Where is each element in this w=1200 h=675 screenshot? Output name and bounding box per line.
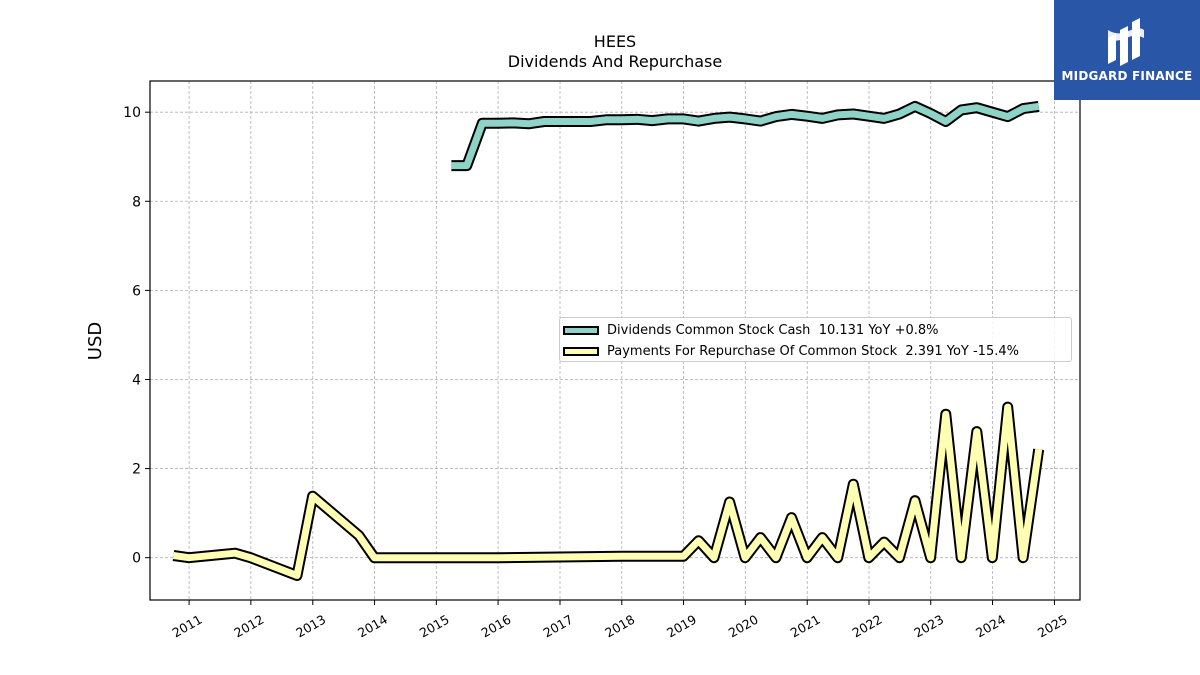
x-tick-label: 2016 — [479, 612, 514, 641]
legend-value-dividends: 10.131 — [818, 322, 865, 338]
legend-yoy-dividends: YoY +0.8% — [868, 322, 939, 338]
x-tick-label: 2021 — [788, 612, 823, 641]
legend-yoy-repurchase: YoY -15.4% — [946, 343, 1019, 359]
series-line — [172, 403, 1043, 579]
x-tick-label: 2024 — [973, 612, 1008, 641]
y-tick-label: 2 — [132, 462, 141, 478]
y-tick-label: 0 — [132, 551, 141, 567]
y-axis-label: USD — [85, 322, 106, 360]
y-tick-label: 6 — [132, 283, 141, 299]
series-1 — [172, 401, 1045, 581]
legend-swatch-repurchase — [563, 346, 599, 356]
legend-value-repurchase: 2.391 — [905, 343, 943, 359]
series-line — [451, 102, 1040, 170]
x-tick-label: 2012 — [231, 612, 266, 641]
legend: Dividends Common Stock Cash 10.131 YoY +… — [559, 317, 1072, 362]
x-tick-label: 2022 — [849, 612, 884, 641]
legend-label-repurchase: Payments For Repurchase Of Common Stock — [607, 343, 898, 359]
logo-mark-icon — [1108, 18, 1144, 66]
x-tick-label: 2014 — [355, 612, 390, 641]
x-tick-label: 2020 — [726, 612, 761, 641]
chart-subtitle: Dividends And Repurchase — [507, 52, 723, 71]
grid-lines — [150, 81, 1080, 600]
plot-series — [172, 100, 1045, 581]
series-0 — [451, 100, 1040, 172]
legend-swatch-dividends — [563, 325, 599, 335]
x-tick-label: 2025 — [1035, 612, 1070, 641]
legend-item-repurchase: Payments For Repurchase Of Common Stock … — [560, 341, 1019, 361]
logo-text: MIDGARD FINANCE — [1061, 69, 1193, 83]
x-tick-label: 2015 — [417, 612, 452, 641]
x-tick-label: 2019 — [664, 612, 699, 641]
legend-item-dividends: Dividends Common Stock Cash 10.131 YoY +… — [560, 320, 939, 340]
x-tick-label: 2013 — [293, 612, 328, 641]
x-axis: 2011 2012 2013 2014 2015 2016 2017 2018 2019 2020… — [170, 600, 1070, 641]
x-tick-label: 2017 — [540, 612, 575, 641]
x-tick-label: 2018 — [602, 612, 637, 641]
plot-frame — [149, 80, 1081, 601]
chart-title: HEES — [593, 32, 637, 51]
midgard-finance-logo: MIDGARD FINANCE — [1054, 0, 1200, 100]
y-tick-label: 8 — [132, 194, 141, 210]
legend-label-dividends: Dividends Common Stock Cash — [607, 322, 811, 338]
x-tick-label: 2023 — [911, 612, 946, 641]
y-axis: 0 2 4 6 8 10 — [123, 105, 150, 567]
y-tick-label: 10 — [123, 105, 141, 121]
x-tick-label: 2011 — [170, 612, 205, 641]
y-tick-label: 4 — [132, 372, 141, 388]
